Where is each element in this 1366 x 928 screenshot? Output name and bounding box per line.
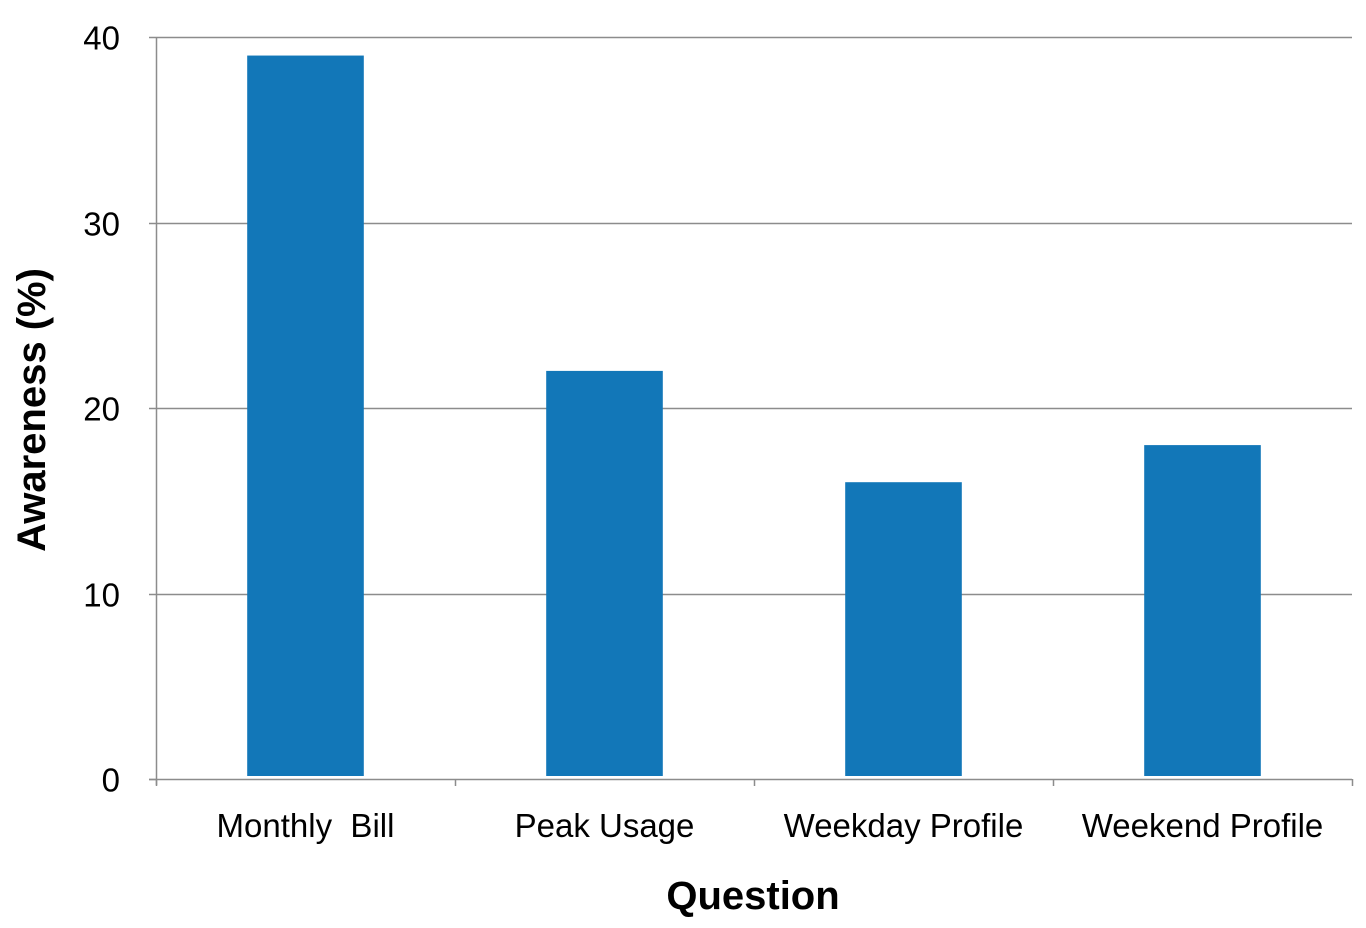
x-category-label: Weekend Profile [1082, 807, 1324, 844]
bar-3 [845, 482, 962, 776]
x-axis-title: Question [666, 874, 839, 918]
y-tick-label: 10 [83, 577, 120, 614]
bars [247, 55, 1261, 777]
axes [149, 36, 1354, 786]
y-tick-label: 40 [83, 20, 120, 57]
x-category-label: Monthly Bill [217, 807, 395, 844]
x-category-label: Peak Usage [515, 807, 695, 844]
bar-4 [1144, 445, 1261, 776]
y-tick-label: 0 [102, 762, 120, 799]
y-axis-title: Awareness (%) [10, 268, 54, 552]
y-tick-labels: 0 10 20 30 40 [83, 20, 120, 799]
x-category-label: Weekday Profile [784, 807, 1024, 844]
x-category-labels: Monthly Bill Peak Usage Weekday Profile Wee… [217, 807, 1324, 844]
y-tick-label: 20 [83, 391, 120, 428]
bar-2 [546, 370, 663, 776]
y-tick-label: 30 [83, 206, 120, 243]
bar-1 [247, 55, 364, 777]
